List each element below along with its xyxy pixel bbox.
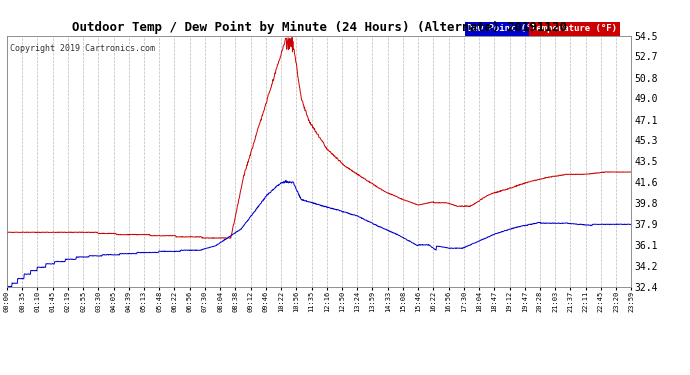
Title: Outdoor Temp / Dew Point by Minute (24 Hours) (Alternate) 20191120: Outdoor Temp / Dew Point by Minute (24 H… xyxy=(72,21,566,34)
Text: Temperature (°F): Temperature (°F) xyxy=(531,24,618,33)
Text: Dew Point (°F): Dew Point (°F) xyxy=(467,24,543,33)
Text: Copyright 2019 Cartronics.com: Copyright 2019 Cartronics.com xyxy=(10,44,155,52)
